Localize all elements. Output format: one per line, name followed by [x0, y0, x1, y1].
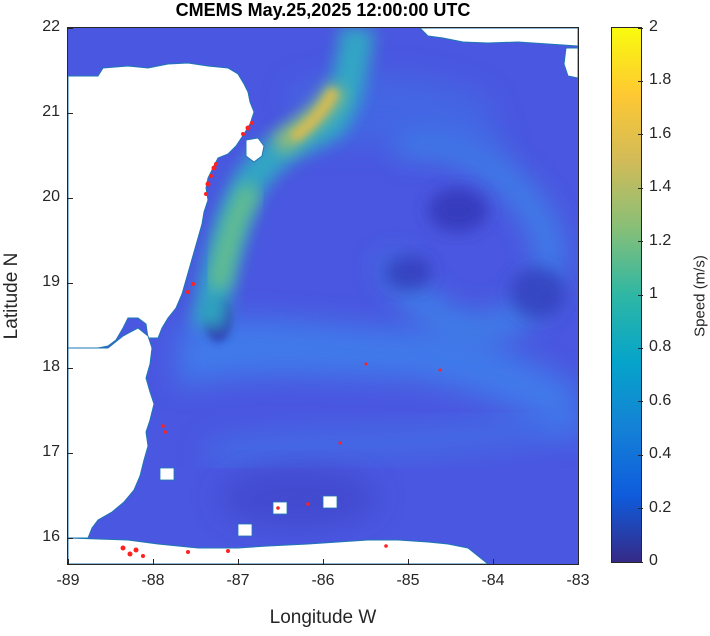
current-speed-map[interactable] — [68, 28, 578, 564]
y-tick-label: 18 — [42, 358, 60, 376]
y-tick-label: 16 — [42, 528, 60, 546]
y-tick-label: 22 — [42, 18, 60, 35]
colorbar-tick-label: 1 — [649, 285, 658, 302]
x-tick-mark — [577, 559, 579, 564]
x-tick-label: -86 — [311, 572, 335, 589]
y-tick-label: 21 — [42, 103, 60, 121]
cozumel-island — [245, 137, 265, 163]
y-tick-mark — [68, 452, 73, 454]
y-tick-mark — [68, 27, 73, 29]
colorbar-tick-mark — [638, 294, 643, 296]
x-axis-label: Longitude W — [269, 607, 377, 628]
x-tick-label: -83 — [566, 572, 590, 589]
x-tick-mark — [237, 559, 239, 564]
colorbar-tick-label: 1.6 — [649, 124, 672, 142]
land-masses — [68, 28, 578, 564]
colorbar-tick-mark — [638, 187, 643, 189]
colorbar-tick-label: 1.2 — [649, 231, 672, 249]
colorbar-tick-mark — [638, 134, 643, 136]
y-tick-mark — [68, 367, 73, 369]
colorbar-tick-label: 0.4 — [649, 445, 672, 463]
y-tick-label: 20 — [42, 188, 60, 206]
y-axis-label: Latitude N — [1, 252, 22, 340]
x-tick-mark — [67, 559, 69, 564]
x-tick-label: -88 — [141, 572, 165, 589]
y-tick-mark — [68, 112, 73, 114]
colorbar-tick-mark — [638, 508, 643, 510]
map-title: CMEMS May.25,2025 12:00:00 UTC — [175, 0, 471, 20]
colorbar-tick-mark — [638, 561, 643, 563]
y-tick-mark — [68, 197, 73, 199]
x-tick-label: -85 — [396, 572, 420, 589]
colorbar-tick-label: 0 — [649, 552, 658, 569]
y-tick-label: 19 — [42, 273, 60, 291]
colorbar-tick-mark — [638, 27, 643, 29]
colorbar-tick-mark — [638, 80, 643, 82]
colorbar-tick-label: 0.8 — [649, 338, 672, 356]
x-tick-mark — [492, 559, 494, 564]
colorbar-tick-label: 2 — [649, 18, 658, 35]
colorbar-tick-label: 1.4 — [649, 178, 672, 196]
x-tick-label: -89 — [56, 572, 80, 589]
x-tick-label: -84 — [481, 572, 505, 589]
colorbar-tick-label: 0.6 — [649, 391, 672, 409]
colorbar-tick-label: 0.2 — [649, 498, 672, 516]
y-tick-label: 17 — [42, 443, 60, 461]
colorbar-tick-mark — [638, 401, 643, 403]
yucatan-peninsula — [68, 62, 255, 351]
y-tick-mark — [68, 537, 73, 539]
colorbar-tick-label: 1.8 — [649, 71, 672, 89]
x-tick-mark — [152, 559, 154, 564]
colorbar-tick-mark — [638, 241, 643, 243]
x-tick-mark — [322, 559, 324, 564]
colorbar-tick-mark — [638, 454, 643, 456]
speed-field-features — [178, 28, 578, 528]
y-tick-mark — [68, 282, 73, 284]
red-markers — [120, 121, 442, 558]
x-tick-mark — [407, 559, 409, 564]
x-tick-label: -87 — [226, 572, 250, 589]
honduras-coast — [68, 537, 489, 564]
cuba-tip — [419, 28, 578, 47]
belize-coast — [68, 327, 155, 539]
colorbar-label: Speed (m/s) — [691, 255, 709, 337]
colorbar-tick-mark — [638, 347, 643, 349]
